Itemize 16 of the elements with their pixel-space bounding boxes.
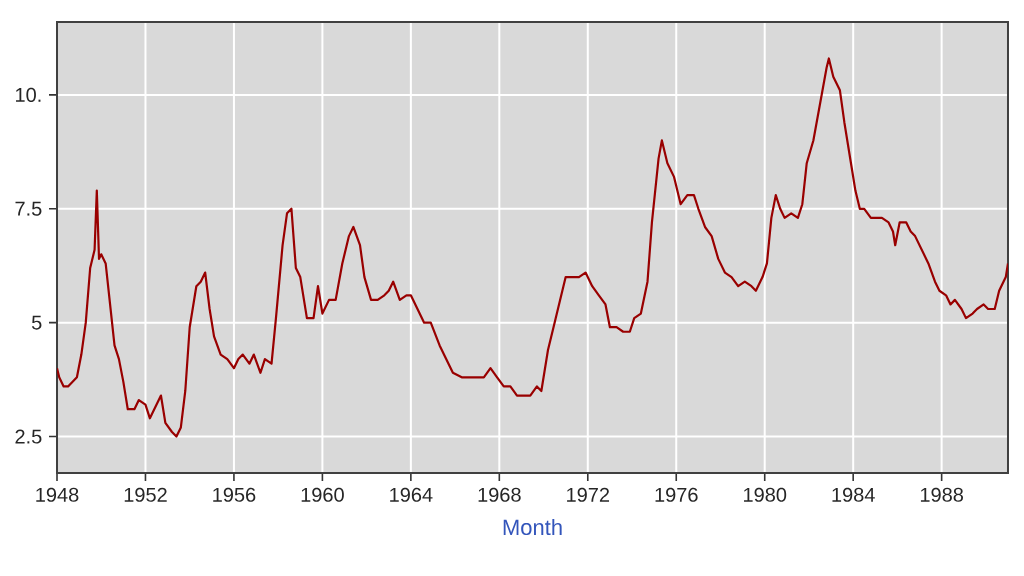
x-tick-label: 1956 xyxy=(213,487,256,502)
x-tick-label: 1980 xyxy=(744,487,787,502)
y-tick-label: 5 xyxy=(31,315,42,330)
x-axis-title: Month xyxy=(503,518,562,536)
x-tick-label: 1988 xyxy=(920,487,964,502)
x-tick-label: 1964 xyxy=(390,487,433,502)
y-tick-label: 10. xyxy=(16,87,41,102)
x-tick-label: 1960 xyxy=(301,487,344,502)
x-tick-label: 1968 xyxy=(478,487,521,502)
x-tick-label: 1984 xyxy=(832,487,875,502)
x-tick-label: 1952 xyxy=(124,487,167,502)
y-tick-label: 7.5 xyxy=(15,201,42,216)
x-tick-label: 1972 xyxy=(567,487,610,502)
y-tick-label: 2.5 xyxy=(15,429,42,444)
x-tick-label: 1948 xyxy=(36,487,79,502)
x-tick-label: 1976 xyxy=(655,487,698,502)
